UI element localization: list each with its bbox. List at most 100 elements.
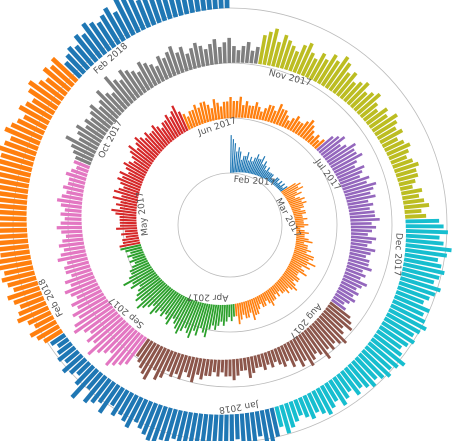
bar: [400, 271, 435, 285]
bar: [104, 329, 138, 367]
bar: [156, 126, 171, 145]
bar: [403, 257, 442, 269]
bar: [311, 322, 336, 351]
bar: [184, 300, 198, 329]
bar: [33, 315, 55, 329]
bar: [315, 387, 334, 416]
bar: [341, 277, 363, 289]
bar: [31, 98, 56, 116]
bar: [204, 358, 210, 376]
bar: [216, 359, 221, 377]
bar: [256, 354, 263, 368]
bar: [10, 122, 43, 141]
bar: [0, 145, 36, 162]
bar: [242, 357, 248, 371]
bar: [0, 158, 33, 173]
bar: [284, 185, 304, 197]
bar: [140, 280, 165, 302]
bar: [113, 189, 139, 199]
bar: [133, 160, 149, 172]
bar: [128, 265, 152, 280]
bar: [92, 316, 124, 344]
bar: [347, 261, 372, 272]
bar: [124, 229, 138, 233]
bar: [176, 410, 188, 441]
bar: [70, 143, 95, 158]
bar: [72, 295, 107, 318]
bar: [266, 28, 280, 66]
bar: [297, 333, 317, 361]
bar: [250, 154, 260, 174]
bar: [167, 45, 181, 75]
bar: [295, 335, 315, 367]
bar: [259, 165, 267, 177]
bar: [169, 116, 182, 136]
bar: [117, 177, 142, 189]
bar: [138, 342, 157, 369]
bar: [236, 303, 241, 325]
bar: [0, 184, 29, 194]
bar: [335, 165, 356, 177]
bar: [217, 46, 223, 64]
bar: [239, 413, 246, 441]
bar: [308, 324, 330, 350]
bar: [343, 366, 363, 389]
bar: [286, 117, 296, 130]
bar: [344, 186, 374, 197]
bar: [29, 319, 58, 338]
bar: [331, 298, 347, 311]
bar: [186, 116, 194, 129]
bar: [117, 69, 141, 99]
bar: [296, 233, 305, 236]
bar: [112, 79, 134, 105]
bar: [173, 298, 192, 329]
bar: [155, 0, 168, 22]
bar: [312, 58, 329, 83]
bar: [74, 364, 96, 386]
bar: [276, 281, 286, 292]
bar: [60, 203, 82, 209]
bar: [132, 269, 155, 285]
bar: [115, 203, 137, 209]
bar: [192, 104, 202, 126]
bar: [278, 278, 289, 289]
bar: [159, 292, 180, 317]
bar: [217, 304, 222, 326]
bar: [395, 167, 417, 178]
bar: [121, 175, 143, 187]
bar: [347, 363, 370, 389]
bar: [264, 104, 272, 122]
bar: [7, 275, 37, 288]
bar: [262, 31, 273, 66]
bar: [86, 371, 104, 391]
bar: [349, 210, 375, 216]
bar: [159, 290, 178, 312]
bar: [75, 124, 103, 144]
bar: [273, 348, 282, 365]
bar: [118, 334, 145, 366]
bar: [128, 145, 153, 165]
bar: [349, 248, 371, 256]
segment-label: May 2017: [135, 191, 151, 236]
bar: [281, 275, 298, 292]
bar: [68, 177, 86, 186]
bar: [343, 274, 368, 287]
bar: [275, 180, 283, 188]
bar: [234, 413, 240, 440]
bar: [292, 254, 316, 268]
bar: [78, 137, 99, 151]
bar: [16, 118, 46, 136]
bar: [316, 135, 334, 152]
bar: [346, 264, 364, 273]
bar: [56, 337, 70, 349]
bar: [0, 238, 29, 246]
bar: [249, 411, 258, 441]
bar: [42, 66, 72, 92]
bar: [387, 307, 427, 332]
bar: [272, 178, 280, 186]
bar: [111, 208, 137, 215]
bar: [331, 152, 363, 171]
bar: [365, 107, 389, 126]
bar: [112, 11, 131, 40]
